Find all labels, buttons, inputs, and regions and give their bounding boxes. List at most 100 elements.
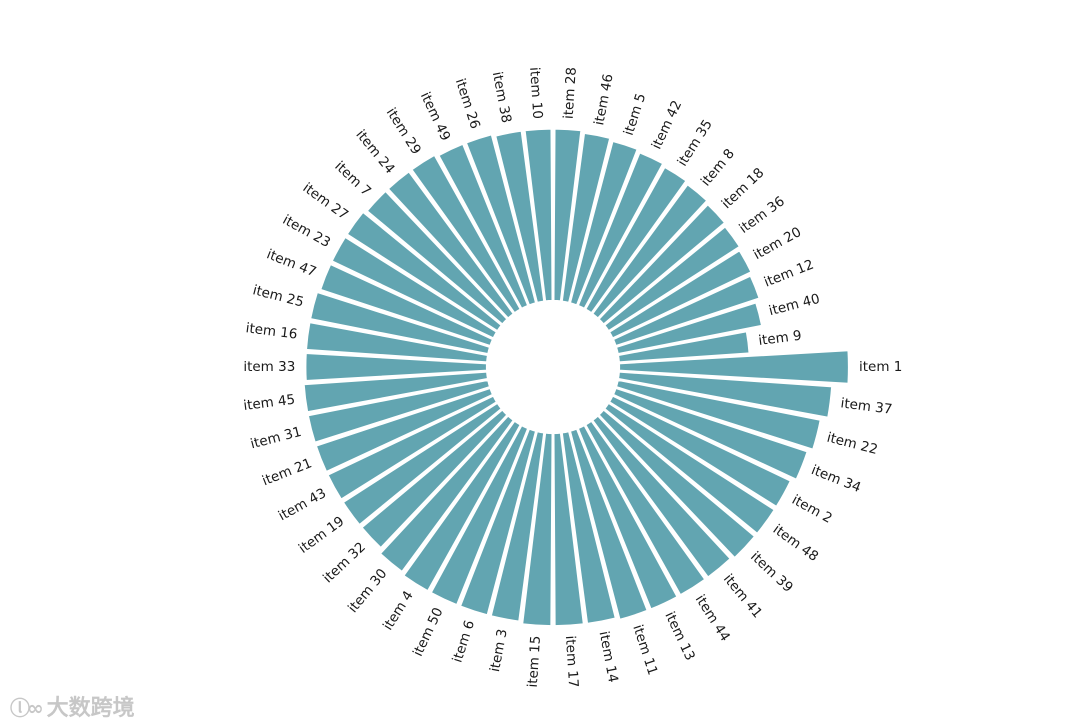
tick-label: item 13: [661, 609, 698, 663]
bar-item-23: [330, 235, 499, 341]
tick-label: item 23: [280, 212, 333, 251]
tick-label: item 11: [629, 623, 660, 677]
bar-item-8: [590, 182, 709, 321]
bar-item-27: [345, 210, 504, 333]
watermark-text: 大数跨境: [46, 696, 135, 721]
tick-label: item 44: [692, 592, 733, 644]
tick-label: item 43: [276, 485, 329, 524]
bar-item-26: [464, 132, 538, 307]
bar-item-4: [401, 419, 523, 593]
tick-label: item 38: [489, 70, 514, 124]
bar-item-35: [583, 165, 689, 315]
bar-item-42: [576, 150, 665, 311]
bar-item-46: [560, 131, 612, 305]
bar-item-34: [611, 386, 810, 482]
bar-item-18: [596, 202, 727, 327]
tick-label: item 19: [296, 513, 347, 556]
watermark: ⓛ∞ 大数跨境: [10, 690, 135, 722]
bar-item-14: [560, 429, 618, 626]
bar-item-22: [614, 378, 823, 452]
bar-item-7: [365, 189, 510, 327]
bar-item-12: [611, 273, 762, 348]
bar-item-40: [614, 300, 764, 356]
tick-label: item 14: [596, 630, 621, 684]
tick-label: item 24: [352, 127, 397, 177]
bar-item-37: [616, 370, 834, 420]
tick-label: item 35: [674, 117, 715, 169]
tick-label: item 25: [251, 282, 305, 310]
tick-label: item 42: [649, 98, 686, 152]
tick-label: item 18: [719, 165, 768, 212]
bar-item-32: [359, 407, 510, 550]
tick-label: item 16: [245, 320, 299, 342]
tick-label: item 26: [452, 77, 483, 131]
tick-label: item 3: [487, 628, 511, 674]
tick-label: item 41: [720, 571, 765, 621]
tick-label: item 5: [621, 91, 650, 137]
tick-label: item 40: [767, 291, 821, 319]
bar-item-6: [458, 427, 538, 617]
bar-item-20: [607, 248, 754, 341]
tick-label: item 12: [762, 257, 816, 291]
tick-label: item 1: [859, 359, 902, 375]
tick-label: item 2: [789, 492, 835, 527]
tick-label: item 37: [840, 395, 894, 417]
tick-label: item 21: [260, 455, 314, 489]
tick-label: item 7: [331, 158, 374, 199]
bar-item-9: [616, 329, 751, 364]
bar-item-38: [493, 129, 546, 305]
bar-item-28: [552, 127, 583, 303]
tick-label: item 10: [526, 67, 545, 120]
tick-label: item 33: [243, 359, 295, 375]
bar-item-10: [523, 127, 554, 303]
tick-label: item 8: [698, 146, 738, 190]
tick-label: item 32: [320, 539, 369, 586]
tick-label: item 50: [410, 605, 447, 659]
bar-item-16: [304, 320, 490, 364]
bar-item-41: [590, 413, 733, 580]
bar-item-2: [607, 393, 793, 509]
tick-label: item 31: [249, 424, 303, 452]
watermark-logo-icon: ⓛ∞: [10, 695, 44, 720]
bar-item-43: [325, 393, 499, 502]
bar-item-45: [302, 370, 490, 414]
tick-label: item 9: [757, 328, 802, 349]
tick-label: item 22: [825, 430, 879, 458]
bar-item-25: [308, 290, 492, 356]
bar-item-31: [306, 378, 492, 445]
tick-label: item 27: [300, 180, 351, 223]
tick-label: item 34: [809, 462, 863, 496]
tick-label: item 15: [525, 635, 544, 688]
bar-item-24: [386, 169, 516, 321]
bar-item-3: [489, 429, 546, 623]
tick-label: item 45: [242, 392, 296, 414]
tick-label: item 29: [383, 105, 424, 157]
tick-label: item 30: [345, 566, 390, 616]
bar-item-39: [596, 407, 757, 560]
bar-item-11: [568, 427, 650, 622]
bar-item-17: [552, 431, 586, 628]
bar-item-5: [568, 139, 640, 307]
bar-item-33: [304, 351, 489, 383]
tick-label: item 20: [751, 224, 804, 263]
bar-item-19: [341, 401, 504, 527]
bar-item-47: [318, 262, 495, 348]
bar-item-29: [409, 153, 523, 315]
tick-label: item 49: [417, 90, 454, 144]
bar-item-36: [602, 224, 742, 333]
tick-label: item 46: [591, 73, 616, 127]
tick-label: item 36: [736, 193, 787, 236]
tick-label: item 17: [562, 635, 581, 688]
bar-item-1: [617, 349, 851, 385]
bar-item-50: [429, 423, 530, 607]
bar-item-21: [314, 386, 495, 474]
tick-label: item 39: [747, 549, 796, 596]
tick-label: item 28: [561, 67, 580, 120]
bar-item-44: [583, 419, 707, 597]
tick-label: item 47: [264, 246, 318, 280]
bar-item-13: [576, 423, 680, 611]
tick-label: item 4: [380, 588, 417, 633]
tick-label: item 48: [770, 521, 821, 564]
bar-item-48: [602, 401, 777, 536]
